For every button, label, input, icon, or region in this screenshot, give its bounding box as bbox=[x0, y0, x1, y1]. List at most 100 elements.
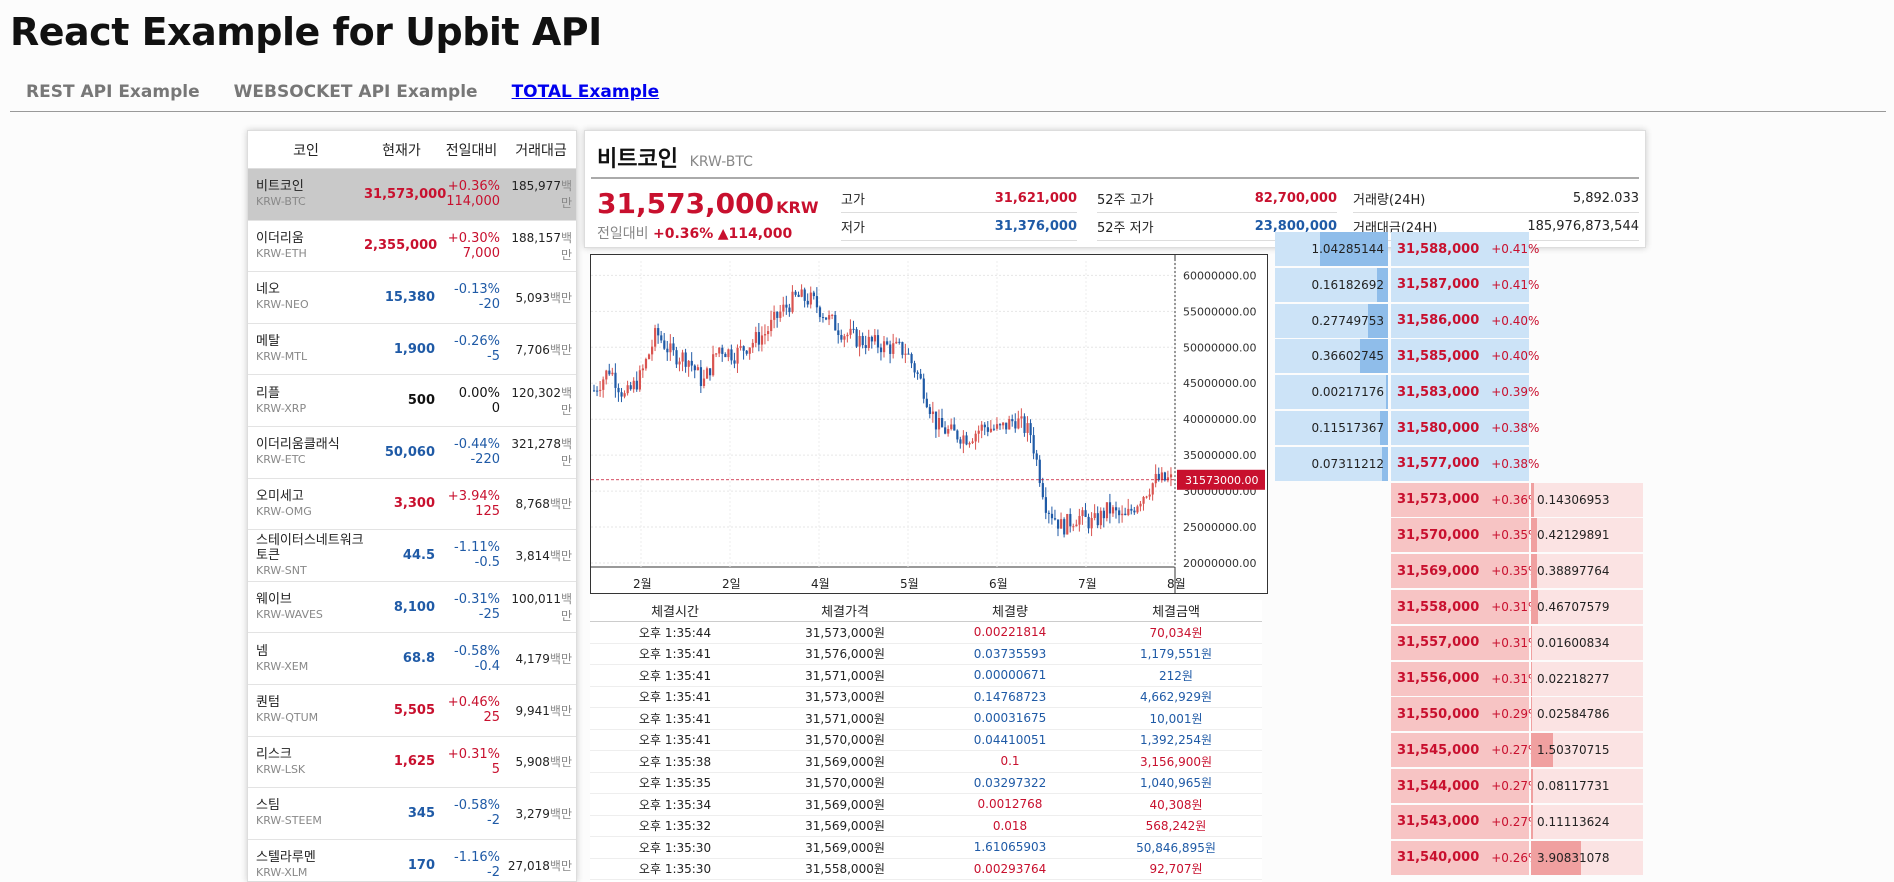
coin-name-cell: 스테이터스네트워크토큰 KRW-SNT bbox=[248, 533, 364, 578]
trade-row: 오후 1:35:41 31,576,000원 0.03735593 1,179,551… bbox=[590, 644, 1262, 665]
orderbook-bid-row[interactable]: 31,573,000 +0.36% 0.14306953 bbox=[1273, 482, 1643, 519]
coin-row[interactable]: 메탈 KRW-MTL 1,900 -0.26% -5 7,706백만 bbox=[248, 324, 576, 376]
orderbook-ask-row[interactable]: 1.04285144 31,588,000 +0.41% bbox=[1273, 232, 1583, 268]
coin-change-price: -0.5 bbox=[474, 555, 500, 571]
orderbook-bid-row[interactable]: 31,570,000 +0.35% 0.42129891 bbox=[1273, 518, 1643, 554]
candle-body bbox=[773, 311, 776, 320]
coin-row[interactable]: 스텔라루멘 KRW-XLM 170 -1.16% -2 27,018백만 bbox=[248, 840, 576, 881]
candle-body bbox=[1099, 510, 1102, 526]
coin-row[interactable]: 이더리움클래식 KRW-ETC 50,060 -0.44% -220 321,278백만 bbox=[248, 427, 576, 479]
coin-row[interactable]: 리플 KRW-XRP 500 0.00% 0 120,302백만 bbox=[248, 375, 576, 427]
ask-price: 31,587,000 bbox=[1397, 277, 1480, 293]
coin-change-price: -25 bbox=[478, 607, 500, 623]
app-title: React Example for Upbit API bbox=[10, 10, 602, 54]
candle-body bbox=[910, 354, 913, 364]
coin-change-rate: +0.31% bbox=[447, 746, 500, 762]
coin-row[interactable]: 비트코인 KRW-BTC 31,573,000 +0.36% 114,000 185,97… bbox=[248, 169, 576, 221]
coin-market: KRW-QTUM bbox=[256, 711, 319, 725]
trade-row: 오후 1:35:35 31,570,000원 0.03297322 1,040,965… bbox=[590, 773, 1262, 794]
tab-websocket-api[interactable]: WEBSOCKET API Example bbox=[233, 82, 478, 102]
orderbook-bid-row[interactable]: 31,543,000 +0.27% 0.11113624 bbox=[1273, 804, 1643, 841]
coin-change-rate: +0.46% bbox=[447, 695, 500, 711]
candle-body bbox=[1053, 518, 1057, 520]
orderbook-bid-row[interactable]: 31,544,000 +0.27% 0.08117731 bbox=[1273, 769, 1643, 805]
trade-time: 오후 1:35:38 bbox=[638, 754, 712, 769]
ask-price-cell: 31,580,000 +0.38% bbox=[1391, 411, 1539, 445]
coin-price: 5,505 bbox=[393, 702, 435, 718]
coin-row[interactable]: 웨이브 KRW-WAVES 8,100 -0.31% -25 100,011백만 bbox=[248, 582, 576, 634]
bid-size-bar bbox=[1531, 661, 1533, 696]
candle-body bbox=[1035, 453, 1038, 460]
orderbook-bid-row[interactable]: 31,557,000 +0.31% 0.01600834 bbox=[1273, 625, 1643, 662]
candle-body bbox=[709, 368, 712, 376]
candle-body bbox=[730, 349, 733, 361]
candle-body bbox=[1014, 421, 1017, 429]
tab-rest-api[interactable]: REST API Example bbox=[26, 82, 200, 102]
candle-body bbox=[797, 294, 800, 297]
candle-body bbox=[684, 352, 687, 367]
coin-row[interactable]: 스팀 KRW-STEEM 345 -0.58% -2 3,279백만 bbox=[248, 788, 576, 840]
trade-time: 오후 1:35:41 bbox=[638, 733, 712, 748]
coin-name: 오미세고 bbox=[256, 488, 304, 504]
orderbook-bid-row[interactable]: 31,569,000 +0.35% 0.38897764 bbox=[1273, 554, 1643, 590]
candle-body bbox=[1142, 496, 1145, 504]
candle-body bbox=[1084, 510, 1087, 517]
orderbook-ask-row[interactable]: 0.36602745 31,585,000 +0.40% bbox=[1273, 339, 1583, 375]
coin-volume: 9,941 bbox=[515, 703, 550, 718]
bid-size-bar bbox=[1531, 697, 1533, 732]
orderbook-ask-row[interactable]: 0.11517367 31,580,000 +0.38% bbox=[1273, 411, 1583, 447]
orderbook-bid-row[interactable]: 31,545,000 +0.27% 1.50370715 bbox=[1273, 733, 1643, 769]
candle-body bbox=[644, 359, 648, 369]
orderbook-bid-row[interactable]: 31,558,000 +0.31% 0.46707579 bbox=[1273, 590, 1643, 626]
bid-price: 31,540,000 bbox=[1397, 850, 1480, 866]
bid-size-bar bbox=[1531, 482, 1535, 517]
tab-total[interactable]: TOTAL Example bbox=[511, 82, 660, 102]
price-chart[interactable]: 60000000.00 55000000.00 50000000.00 4500000… bbox=[590, 254, 1268, 594]
bid-price-cell: 31,557,000 +0.31% bbox=[1391, 625, 1539, 660]
orderbook-ask-row[interactable]: 0.27749753 31,586,000 +0.40% bbox=[1273, 303, 1583, 340]
orderbook-ask-row[interactable]: 0.07311212 31,577,000 +0.38% bbox=[1273, 446, 1583, 483]
coin-row[interactable]: 이더리움 KRW-ETH 2,355,000 +0.30% 7,000 188,157백만 bbox=[248, 221, 576, 273]
candle-body bbox=[678, 361, 681, 365]
candle-body bbox=[669, 343, 672, 353]
candle-body bbox=[718, 347, 721, 354]
orderbook-bid-row[interactable]: 31,556,000 +0.31% 0.02218277 bbox=[1273, 661, 1643, 698]
coin-row[interactable]: 넴 KRW-XEM 68.8 -0.58% -0.4 4,179백만 bbox=[248, 633, 576, 685]
coin-row[interactable]: 퀀텀 KRW-QTUM 5,505 +0.46% 25 9,941백만 bbox=[248, 685, 576, 737]
candle-body bbox=[602, 379, 605, 390]
trade-price: 31,569,000원 bbox=[805, 819, 885, 834]
candle-body bbox=[1044, 497, 1047, 513]
coin-change-cell: -0.58% -2 bbox=[439, 798, 504, 828]
bid-price-cell: 31,570,000 +0.35% bbox=[1391, 518, 1539, 553]
bid-rate: +0.29% bbox=[1491, 707, 1540, 722]
coin-row[interactable]: 네오 KRW-NEO 15,380 -0.13% -20 5,093백만 bbox=[248, 272, 576, 324]
candle-body bbox=[791, 291, 794, 313]
ask-price-cell: 31,577,000 +0.38% bbox=[1391, 446, 1539, 481]
candle-body bbox=[739, 346, 742, 348]
candle-body bbox=[809, 292, 812, 305]
coin-change-rate: +3.94% bbox=[447, 488, 500, 504]
trade-qty: 0.14768723 bbox=[973, 689, 1047, 704]
stats-col-1: 고가 31,621,000 저가 31,376,000 bbox=[841, 185, 1077, 241]
orderbook-ask-row[interactable]: 0.00217176 31,583,000 +0.39% bbox=[1273, 375, 1583, 411]
trade-price: 31,571,000원 bbox=[805, 668, 885, 683]
ask-size-bar bbox=[1376, 267, 1388, 302]
y-tick-label: 25000000.00 bbox=[1183, 521, 1256, 534]
trade-qty: 0.00221814 bbox=[973, 625, 1047, 640]
orderbook-bid-row[interactable]: 31,540,000 +0.26% 3.90831078 bbox=[1273, 840, 1643, 877]
trade-price: 31,576,000원 bbox=[805, 647, 885, 662]
bid-size: 3.90831078 bbox=[1537, 850, 1610, 865]
orderbook-bid-row[interactable]: 31,550,000 +0.29% 0.02584786 bbox=[1273, 697, 1643, 733]
candle-body bbox=[620, 392, 623, 397]
coin-change-rate: +0.36% bbox=[447, 179, 500, 195]
ask-size-cell: 0.11517367 bbox=[1275, 411, 1388, 445]
orderbook-ask-row[interactable]: 0.16182692 31,587,000 +0.41% bbox=[1273, 267, 1583, 304]
candle-body bbox=[962, 435, 965, 444]
coin-price: 3,300 bbox=[393, 496, 435, 512]
coin-volume: 321,278 bbox=[511, 437, 561, 452]
candle-body bbox=[1050, 513, 1054, 519]
coin-row[interactable]: 리스크 KRW-LSK 1,625 +0.31% 5 5,908백만 bbox=[248, 737, 576, 789]
coin-row[interactable]: 스테이터스네트워크토큰 KRW-SNT 44.5 -1.11% -0.5 3,814백만 bbox=[248, 530, 576, 582]
coin-row[interactable]: 오미세고 KRW-OMG 3,300 +3.94% 125 8,768백만 bbox=[248, 479, 576, 531]
trade-time: 오후 1:35:34 bbox=[638, 797, 712, 812]
